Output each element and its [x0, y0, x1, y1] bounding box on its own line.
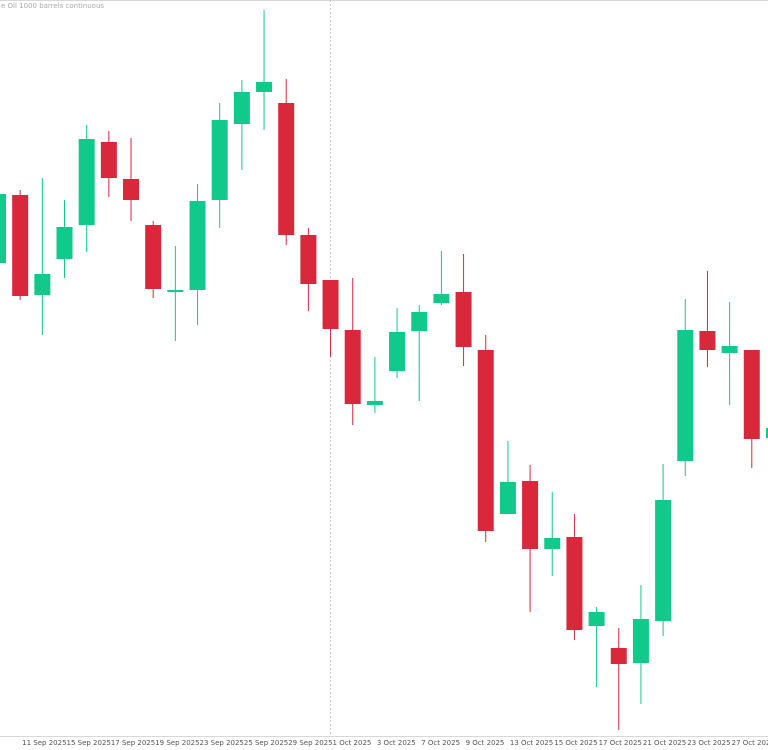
- candle-body: [344, 330, 361, 404]
- candle-body: [699, 331, 716, 350]
- candle-body: [389, 332, 406, 371]
- candle-body: [0, 194, 6, 263]
- candle-body: [123, 179, 140, 200]
- x-tick-label: 25 Sep 2025: [244, 739, 288, 747]
- candle-body: [411, 312, 428, 331]
- candle-body: [233, 92, 250, 124]
- candle-body: [366, 401, 383, 405]
- candle-body: [34, 274, 51, 295]
- x-tick-label: 13 Oct 2025: [510, 739, 553, 747]
- candle-body: [167, 290, 184, 292]
- candle-body: [544, 538, 561, 549]
- x-tick-label: 3 Oct 2025: [377, 739, 416, 747]
- candle-body: [322, 280, 339, 329]
- candle-body: [211, 120, 228, 200]
- x-tick-label: 7 Oct 2025: [421, 739, 460, 747]
- candle-body: [677, 330, 694, 461]
- candle-body: [477, 350, 494, 531]
- x-tick-label: 17 Sep 2025: [111, 739, 155, 747]
- x-tick-label: 27 Oct 2025: [732, 739, 768, 747]
- candle-body: [522, 481, 539, 549]
- x-tick-label: 23 Sep 2025: [200, 739, 244, 747]
- candle-body: [12, 195, 29, 296]
- candle-body: [499, 482, 516, 514]
- candle-body: [765, 428, 768, 438]
- candle-body: [256, 82, 273, 92]
- x-tick-label: 21 Oct 2025: [643, 739, 686, 747]
- x-tick-label: 15 Oct 2025: [554, 739, 597, 747]
- x-tick-label: 1 Oct 2025: [333, 739, 372, 747]
- candle-body: [721, 346, 738, 353]
- candle-body: [632, 619, 649, 663]
- candle-body: [743, 350, 760, 439]
- candle-body: [655, 500, 672, 621]
- candle-body: [300, 235, 317, 284]
- candle-body: [566, 537, 583, 630]
- chart-title: e Oil 1000 barrels continuous: [1, 2, 104, 10]
- x-tick-label: 17 Oct 2025: [599, 739, 642, 747]
- candle-body: [278, 103, 295, 235]
- candle-body: [78, 139, 95, 225]
- x-tick-label: 19 Sep 2025: [155, 739, 199, 747]
- candle-body: [56, 227, 73, 259]
- candle-body: [100, 142, 117, 178]
- x-tick-label: 23 Oct 2025: [687, 739, 730, 747]
- candle-body: [588, 612, 605, 626]
- x-tick-label: 9 Oct 2025: [466, 739, 505, 747]
- candle-body: [189, 201, 206, 290]
- candle-body: [610, 648, 627, 664]
- x-tick-label: 11 Sep 2025: [22, 739, 66, 747]
- candle-body: [455, 292, 472, 347]
- candle-body: [145, 225, 162, 289]
- x-tick-label: 15 Sep 2025: [67, 739, 111, 747]
- x-tick-label: 29 Sep 2025: [288, 739, 332, 747]
- candle-body: [433, 294, 450, 303]
